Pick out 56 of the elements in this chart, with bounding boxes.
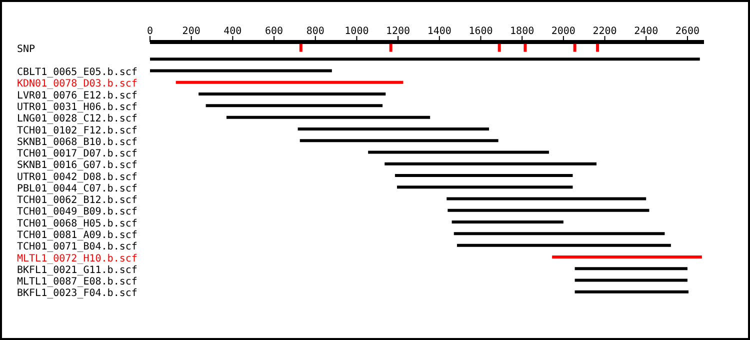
x-tick-label: 200 xyxy=(182,26,200,37)
bar xyxy=(446,197,646,200)
bar xyxy=(206,104,383,108)
y-tick-label: PBL01_0044_C07.b.scf xyxy=(17,183,138,194)
bar xyxy=(394,174,573,177)
y-tick-label: SKNB1_0016_G07.b.scf xyxy=(17,160,138,172)
x-tick-label: 2200 xyxy=(592,26,617,37)
y-tick-label: BKFL1_0021_G11.b.scf xyxy=(17,264,138,276)
y-tick-label: TCH01_0017_D07.b.scf xyxy=(17,148,138,160)
x-tick-label: 1200 xyxy=(386,26,410,37)
y-tick-label: SKNB1_0068_B10.b.scf xyxy=(17,136,138,148)
x-tick-label: 1000 xyxy=(344,26,369,37)
y-tick-label: TCH01_0068_H05.b.scf xyxy=(17,218,138,230)
bar xyxy=(226,116,430,119)
bar xyxy=(198,92,386,96)
x-tick-label: 400 xyxy=(224,26,242,37)
bar xyxy=(384,162,597,166)
bar xyxy=(397,186,573,189)
y-tick-label: UTR01_0042_D08.b.scf xyxy=(17,172,138,183)
bar xyxy=(552,255,702,258)
x-tick-label: 2600 xyxy=(675,26,700,37)
x-tick-label: 1800 xyxy=(510,26,534,37)
x-tick-label: 800 xyxy=(306,26,324,37)
y-tick-label: TCH01_0071_B04.b.scf xyxy=(17,242,138,253)
y-tick-label: SNP xyxy=(17,44,36,55)
y-tick-label: MLTL1_0072_H10.b.scf xyxy=(17,253,138,264)
bar xyxy=(454,232,665,236)
bar xyxy=(368,150,549,154)
y-tick-label: LVR01_0076_E12.b.scf xyxy=(17,90,138,102)
x-tick-label: 0 xyxy=(146,26,154,37)
x-tick-label: 1400 xyxy=(427,26,452,37)
bar xyxy=(300,139,498,142)
y-tick-label: TCH01_0062_B12.b.scf xyxy=(17,195,138,206)
x-tick-label: 2400 xyxy=(634,26,658,37)
x-tick-label: 1600 xyxy=(468,26,493,37)
bar xyxy=(574,267,688,270)
y-tick-label: BKFL1_0023_F04.b.scf xyxy=(17,288,138,300)
y-tick-label: TCH01_0081_A09.b.scf xyxy=(17,230,138,241)
y-tick-label: MLTL1_0087_E08.b.scf xyxy=(17,276,138,288)
bar xyxy=(150,58,700,61)
y-tick-label: TCH01_0049_B09.b.scf xyxy=(17,206,138,218)
bar xyxy=(448,208,650,212)
bar xyxy=(150,69,332,72)
x-tick-label: 600 xyxy=(265,26,284,37)
bar xyxy=(298,127,490,130)
y-tick-label: TCH01_0102_F12.b.scf xyxy=(17,125,138,136)
y-tick-label: UTR01_0031_H06.b.scf xyxy=(17,102,138,113)
bar xyxy=(452,220,564,224)
y-tick-label: KDN01_0078_D03.b.scf xyxy=(17,78,138,90)
y-tick-label: LNG01_0028_C12.b.scf xyxy=(17,114,138,125)
x-tick-label: 2000 xyxy=(551,26,576,37)
bar xyxy=(574,290,688,294)
bar xyxy=(176,80,404,84)
bar xyxy=(456,244,671,247)
bar xyxy=(574,278,688,282)
y-tick-label: CBLT1_0065_E05.b.scf xyxy=(17,67,138,78)
